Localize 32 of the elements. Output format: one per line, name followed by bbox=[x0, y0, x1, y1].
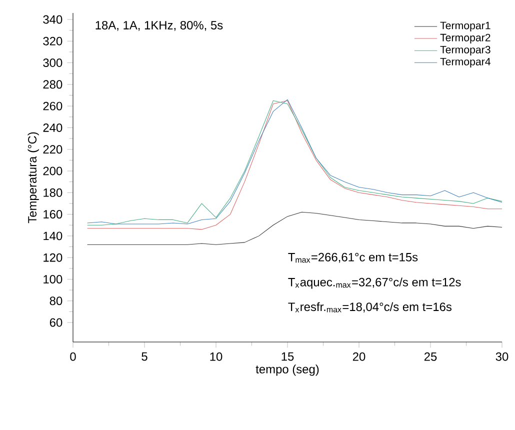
y-tick-label: 160 bbox=[44, 210, 62, 219]
y-tick-label: 280 bbox=[43, 80, 62, 89]
y-axis-title: Temperatura (°C) bbox=[28, 132, 39, 224]
legend-label: Termopar3 bbox=[440, 46, 490, 56]
x-axis-title: tempo (seg) bbox=[256, 364, 319, 376]
y-tick-label: 180 bbox=[44, 188, 62, 197]
text: 18A, 1A, 1KHz, 80%, 5s bbox=[96, 20, 223, 31]
annotation: T$_{x}$aquec.$_{max}$=32,67°c/s em t=12s bbox=[288, 278, 461, 289]
legend-label: Termopar1 bbox=[440, 22, 490, 32]
y-tick-label: 140 bbox=[44, 232, 62, 240]
x-tick-label: 25 bbox=[424, 352, 437, 361]
x-tick-label: 0 bbox=[70, 352, 76, 361]
y-tick-label: 300 bbox=[43, 58, 62, 68]
annotation: T$_{x}$resfr.$_{max}$=18,04°c/s em t=16s bbox=[288, 302, 452, 312]
x-tick-label: 20 bbox=[352, 352, 366, 361]
y-tick-label: 60 bbox=[50, 318, 62, 327]
y-tick-label: 120 bbox=[44, 253, 62, 262]
x-tick-label: 10 bbox=[210, 352, 222, 361]
y-tick-label: 80 bbox=[50, 296, 62, 306]
legend-label: Termopar2 bbox=[440, 34, 490, 44]
y-tick-label: 220 bbox=[43, 145, 62, 154]
y-tick-label: 320 bbox=[43, 36, 62, 46]
y-tick-label: 340 bbox=[43, 15, 62, 24]
x-tick-label: 15 bbox=[282, 352, 294, 361]
x-tick-label: 30 bbox=[496, 352, 508, 361]
y-tick-label: 100 bbox=[44, 274, 62, 284]
y-tick-label: 200 bbox=[43, 166, 62, 176]
annotation: T$_{max}$=266,61°c em t=15s bbox=[288, 252, 418, 263]
y-tick-label: 240 bbox=[43, 123, 62, 132]
y-tick-label: 260 bbox=[43, 102, 62, 110]
x-tick-label: 5 bbox=[142, 352, 148, 361]
legend-label: Termopar4 bbox=[440, 58, 490, 68]
